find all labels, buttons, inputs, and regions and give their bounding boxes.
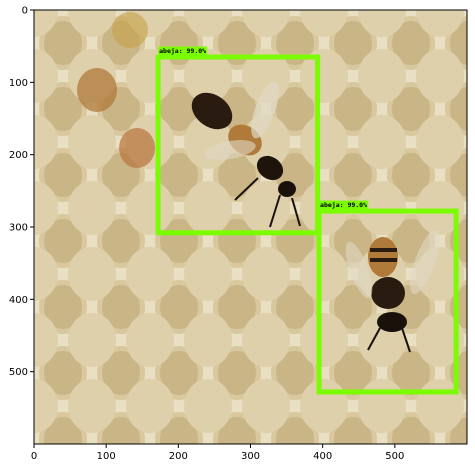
detection-label: abeja: 99.0% — [159, 47, 206, 55]
y-tick-label: 300 — [9, 223, 28, 234]
y-axis: 0 100 200 300 400 500 — [9, 6, 34, 378]
detection-box — [316, 208, 459, 395]
detection-label: abeja: 99.0% — [320, 201, 367, 209]
x-tick-label: 500 — [385, 451, 404, 462]
y-tick-label: 100 — [9, 78, 28, 89]
y-tick-label: 200 — [9, 150, 28, 161]
detection-label-bg — [319, 200, 369, 210]
x-tick-label: 100 — [97, 451, 116, 462]
x-axis: 0 100 200 300 400 500 — [31, 444, 404, 462]
bee-1 — [191, 81, 301, 228]
y-tick-label: 0 — [22, 6, 28, 17]
x-tick-label: 300 — [241, 451, 260, 462]
bee-2 — [345, 229, 440, 353]
detection-box — [155, 54, 321, 236]
honey-cell — [112, 12, 148, 48]
honey-cell — [77, 68, 117, 112]
image-area: abeja: 99.0% abeja: 99.0% — [34, 10, 467, 444]
detection-label-bg — [158, 46, 208, 56]
y-tick-label: 400 — [9, 295, 28, 306]
x-tick-label: 0 — [31, 451, 37, 462]
honey-cell — [119, 128, 155, 168]
x-tick-label: 400 — [313, 451, 332, 462]
detections-layer: abeja: 99.0% abeja: 99.0% — [155, 46, 459, 395]
y-tick-label: 500 — [9, 367, 28, 378]
x-tick-label: 200 — [169, 451, 188, 462]
